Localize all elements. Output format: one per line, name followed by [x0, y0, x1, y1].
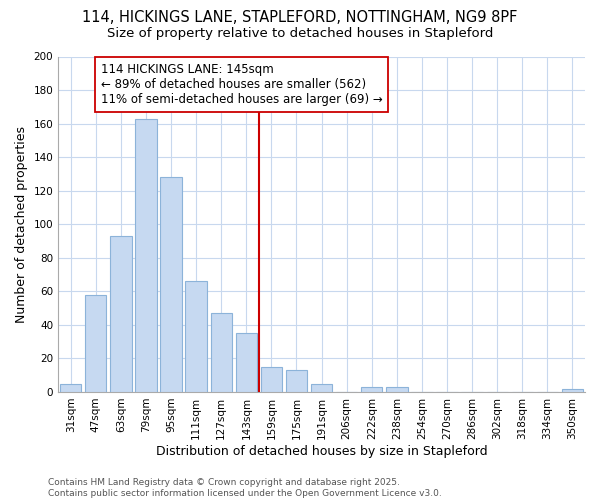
Bar — [361, 387, 382, 392]
Text: 114 HICKINGS LANE: 145sqm
← 89% of detached houses are smaller (562)
11% of semi: 114 HICKINGS LANE: 145sqm ← 89% of detac… — [101, 63, 383, 106]
Text: 114, HICKINGS LANE, STAPLEFORD, NOTTINGHAM, NG9 8PF: 114, HICKINGS LANE, STAPLEFORD, NOTTINGH… — [82, 10, 518, 25]
Bar — [562, 388, 583, 392]
Y-axis label: Number of detached properties: Number of detached properties — [15, 126, 28, 322]
Bar — [286, 370, 307, 392]
Bar — [185, 282, 207, 392]
Text: Contains HM Land Registry data © Crown copyright and database right 2025.
Contai: Contains HM Land Registry data © Crown c… — [48, 478, 442, 498]
Bar — [311, 384, 332, 392]
Bar — [85, 294, 106, 392]
Bar — [236, 334, 257, 392]
Bar — [60, 384, 82, 392]
X-axis label: Distribution of detached houses by size in Stapleford: Distribution of detached houses by size … — [156, 444, 487, 458]
Bar — [110, 236, 131, 392]
Bar — [211, 313, 232, 392]
Bar — [160, 178, 182, 392]
Bar — [261, 367, 282, 392]
Text: Size of property relative to detached houses in Stapleford: Size of property relative to detached ho… — [107, 28, 493, 40]
Bar — [386, 387, 407, 392]
Bar — [136, 118, 157, 392]
